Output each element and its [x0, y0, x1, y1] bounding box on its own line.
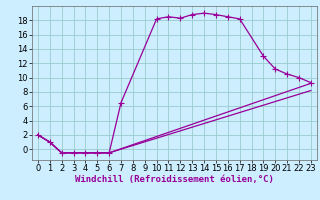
X-axis label: Windchill (Refroidissement éolien,°C): Windchill (Refroidissement éolien,°C)	[75, 175, 274, 184]
